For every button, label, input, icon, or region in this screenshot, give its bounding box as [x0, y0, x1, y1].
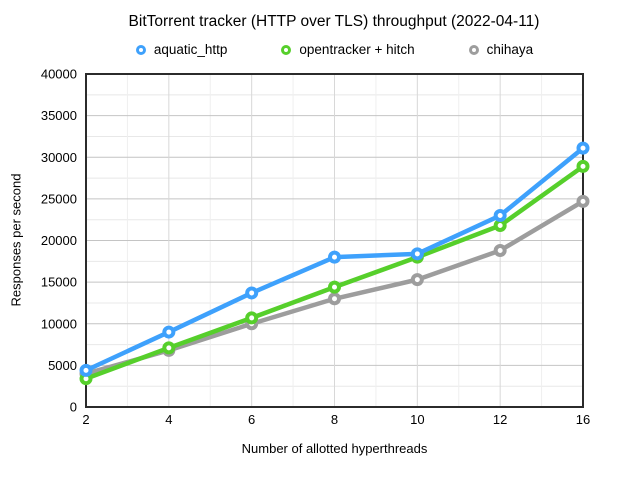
legend-label: aquatic_http: [153, 42, 228, 57]
data-point-marker: [328, 250, 341, 264]
x-tick-label: 6: [248, 412, 255, 427]
data-point-marker: [493, 219, 507, 233]
series-aquatic-http: [79, 141, 590, 377]
x-tick-label: 8: [331, 412, 338, 427]
data-point-marker: [245, 286, 259, 300]
x-tick-labels: 2 4 6 8 10 12 16: [82, 412, 590, 427]
legend: aquatic_http opentracker + hitch chihaya: [86, 42, 583, 57]
legend-label: chihaya: [486, 42, 534, 57]
data-point-marker: [493, 209, 507, 223]
ring-icon: [281, 44, 292, 55]
y-tick-label: 5000: [48, 358, 77, 373]
y-tick-label: 40000: [41, 67, 77, 82]
data-point-marker: [576, 159, 590, 173]
data-point-marker: [245, 311, 259, 325]
x-tick-label: 10: [410, 412, 424, 427]
data-point-marker: [576, 141, 590, 155]
y-tick-label: 0: [70, 400, 77, 415]
legend-item-opentracker-hitch: opentracker + hitch: [281, 42, 415, 57]
ring-icon: [135, 44, 146, 55]
chart-title: BitTorrent tracker (HTTP over TLS) throu…: [128, 13, 540, 30]
y-tick-label: 10000: [41, 316, 77, 331]
y-tick-label: 35000: [41, 108, 77, 123]
data-point-marker: [328, 292, 341, 306]
x-tick-label: 16: [576, 412, 590, 427]
series-opentracker-hitch: [79, 159, 590, 386]
data-point-marker: [576, 194, 590, 208]
y-tick-label: 15000: [41, 275, 77, 290]
x-tick-label: 12: [493, 412, 507, 427]
data-point-marker: [328, 280, 341, 294]
x-tick-label: 2: [82, 412, 89, 427]
data-point-marker: [79, 363, 93, 377]
data-point-marker: [493, 243, 507, 257]
ring-icon: [468, 44, 479, 55]
data-point-marker: [410, 273, 424, 287]
legend-item-chihaya: chihaya: [468, 42, 534, 57]
legend-item-aquatic-http: aquatic_http: [135, 42, 228, 57]
gridlines: [86, 74, 583, 407]
x-tick-label: 4: [165, 412, 172, 427]
legend-label: opentracker + hitch: [299, 42, 415, 57]
y-tick-label: 30000: [41, 150, 77, 165]
data-point-marker: [162, 341, 176, 355]
y-axis-title: Responses per second: [8, 173, 24, 307]
data-point-marker: [410, 247, 424, 261]
y-tick-label: 20000: [41, 233, 77, 248]
data-point-marker: [162, 325, 176, 339]
plot-border: [85, 73, 584, 408]
y-tick-label: 25000: [41, 191, 77, 206]
y-tick-labels: 0 5000 10000 15000 20000 25000 30000 35000 40000: [41, 67, 77, 415]
x-axis-title: Number of allotted hyperthreads: [241, 441, 428, 456]
